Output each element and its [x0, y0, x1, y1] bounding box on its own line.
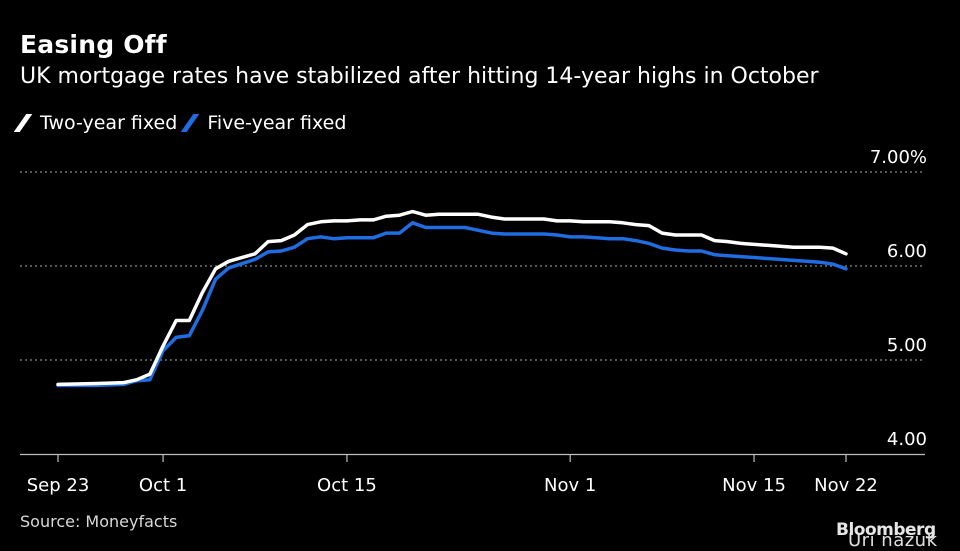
legend-label-two-year: Two-year fixed [40, 112, 178, 134]
x-tick-label: Sep 23 [27, 475, 90, 496]
x-tick-label: Oct 15 [317, 475, 377, 496]
legend-label-five-year: Five-year fixed [207, 112, 347, 134]
watermark: Uri nazuk [848, 530, 938, 551]
legend-swatch-five-year [181, 114, 200, 132]
y-tick-label: 7.00% [870, 147, 927, 168]
y-tick-label: 4.00 [887, 429, 927, 450]
legend: Two-year fixed Five-year fixed [13, 112, 347, 134]
x-tick-label: Oct 1 [139, 475, 187, 496]
chart-subtitle: UK mortgage rates have stabilized after … [20, 64, 819, 89]
tick-labels: 7.00% 6.00 5.00 4.00 Sep 23 Oct 1 Oct 15 Nov 1 N… [27, 147, 927, 496]
legend-item-two-year: Two-year fixed [13, 112, 178, 134]
y-tick-label: 6.00 [887, 241, 927, 262]
legend-item-five-year: Five-year fixed [181, 112, 347, 134]
series-line-five-year-fixed [56, 221, 848, 388]
source-note: Source: Moneyfacts [20, 512, 178, 531]
x-tick-label: Nov 22 [814, 475, 878, 496]
chart-title: Easing Off [20, 30, 167, 59]
x-tick-label: Nov 15 [722, 475, 786, 496]
y-tick-label: 5.00 [887, 335, 927, 356]
x-axis [20, 453, 925, 462]
series-lines [56, 209, 848, 388]
bloomberg-logo: Bloomberg [836, 520, 936, 540]
gridlines [20, 171, 925, 361]
series-line-two-year-fixed [56, 209, 848, 387]
x-tick-label: Nov 1 [544, 475, 596, 496]
